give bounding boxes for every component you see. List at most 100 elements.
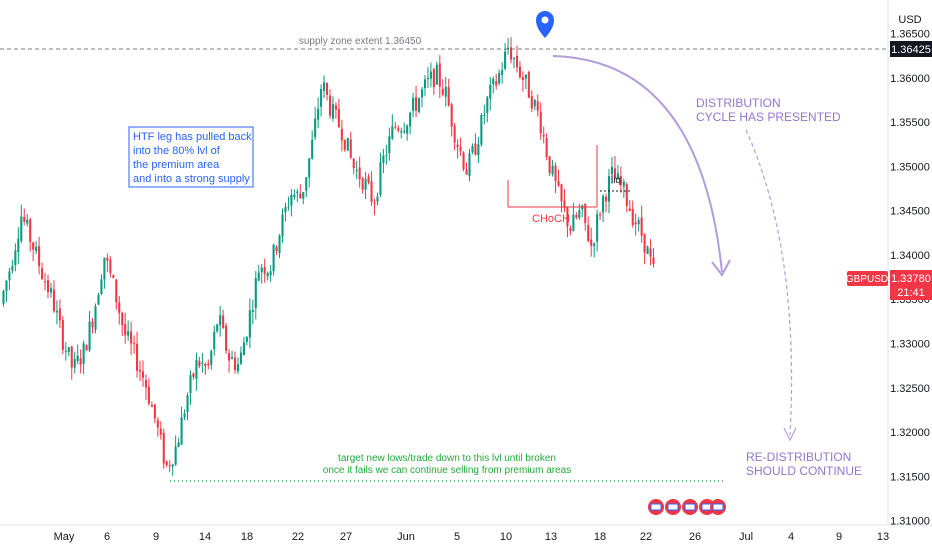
distribution-arrow	[552, 55, 723, 273]
currency-label: USD	[898, 14, 921, 26]
candle-body	[569, 227, 572, 232]
candle-body	[521, 77, 524, 80]
candle-body	[73, 359, 76, 368]
candle-body	[584, 203, 587, 224]
candle-body	[459, 146, 462, 152]
candle-body	[545, 137, 548, 158]
candle-body	[536, 101, 539, 111]
candle-body	[432, 68, 435, 87]
candle-body	[409, 112, 412, 127]
time-tick-label: 10	[500, 531, 512, 543]
candle-body	[613, 168, 616, 179]
candle-body	[180, 417, 183, 445]
candle-body	[527, 72, 530, 98]
distribution-arrowhead	[711, 259, 731, 277]
candle-body	[162, 432, 165, 464]
candle-body	[103, 257, 106, 280]
candle-body	[251, 309, 254, 313]
candle-body	[343, 139, 346, 150]
candle-body	[631, 208, 634, 226]
candle-body	[82, 343, 85, 364]
candle-body	[435, 64, 438, 85]
candle-body	[634, 222, 637, 225]
candle-body	[130, 331, 133, 344]
candle-body	[266, 272, 269, 277]
redistribution-label-2: SHOULD CONTINUE	[746, 464, 862, 478]
candle-body	[305, 177, 308, 191]
candle-body	[26, 219, 29, 224]
candle-body	[596, 214, 599, 242]
candle-body	[515, 55, 519, 68]
time-tick-label: 18	[241, 531, 253, 543]
htf-note-box[interactable]: HTF leg has pulled back into the 80% lvl…	[128, 126, 254, 188]
candle-body	[616, 173, 619, 179]
candle-body	[646, 246, 649, 254]
candle-body	[41, 268, 44, 280]
candle-body	[361, 178, 364, 190]
candle-body	[628, 208, 631, 211]
candle-body	[652, 257, 655, 265]
flag-icon[interactable]	[710, 499, 726, 515]
candle-body	[11, 266, 14, 271]
price-tick-label: 1.36500	[890, 29, 930, 41]
candle-body	[76, 355, 79, 362]
candle-body	[272, 244, 275, 272]
candle-body	[504, 51, 507, 69]
candle-body	[269, 271, 272, 276]
candle-body	[284, 207, 287, 213]
candle-body	[495, 81, 498, 86]
candle-body	[489, 84, 492, 99]
candle-body	[225, 325, 228, 351]
candle-body	[5, 280, 8, 292]
candle-body	[447, 87, 450, 106]
candle-body	[325, 83, 329, 95]
flag-icon[interactable]	[699, 499, 715, 515]
flag-icon[interactable]	[648, 499, 664, 515]
time-tick-label: 22	[292, 531, 304, 543]
candle-body	[346, 137, 349, 151]
candle-body	[587, 225, 590, 241]
time-tick-label: Jun	[397, 531, 415, 543]
candle-body	[441, 88, 444, 95]
candle-body	[334, 105, 337, 110]
economic-events[interactable]	[648, 499, 726, 515]
candle-body	[575, 215, 578, 218]
candle-body	[23, 216, 26, 222]
candle-body	[328, 95, 332, 116]
candle-body	[557, 181, 560, 186]
price-axis[interactable]: USD 1.36500 1.36000 1.35500 1.35000 1.34500 1…	[846, 0, 932, 550]
time-tick-label: 22	[640, 531, 652, 543]
candle-body	[106, 257, 109, 261]
target-note-line-2: once it fails we can continue selling fr…	[323, 465, 571, 476]
candle-body	[171, 464, 174, 467]
last-price-badge	[890, 270, 932, 300]
candle-body	[539, 111, 542, 134]
htf-note-line-2: into the 80% lvl of	[133, 145, 221, 157]
symbol-badge	[847, 271, 888, 286]
candle-body	[530, 96, 533, 109]
candle-body	[604, 196, 608, 202]
candle-body	[97, 294, 100, 305]
candle-body	[412, 97, 415, 111]
candle-body	[542, 134, 545, 137]
candle-body	[619, 175, 622, 185]
flag-icon[interactable]	[682, 499, 698, 515]
time-axis[interactable]: May 6 9 14 18 22 27 Jun 5 10 13 18 22 26 Jul 4 9 13	[0, 524, 932, 543]
candle-body	[14, 250, 17, 266]
candle-body	[38, 246, 41, 267]
candle-body	[302, 192, 305, 199]
candle-body	[453, 125, 456, 143]
location-pin-icon[interactable]	[536, 11, 554, 38]
price-tick-label: 1.33000	[890, 339, 930, 351]
candle-body	[492, 78, 495, 85]
candle-body	[115, 279, 118, 303]
time-tick-label: 18	[594, 531, 606, 543]
price-tick-label: 1.31000	[890, 516, 930, 528]
candle-body	[444, 86, 447, 97]
candle-body	[501, 70, 504, 75]
candle-body	[379, 162, 382, 195]
candle-body	[477, 144, 480, 156]
flag-icon[interactable]	[665, 499, 681, 515]
candle-body	[239, 352, 242, 364]
